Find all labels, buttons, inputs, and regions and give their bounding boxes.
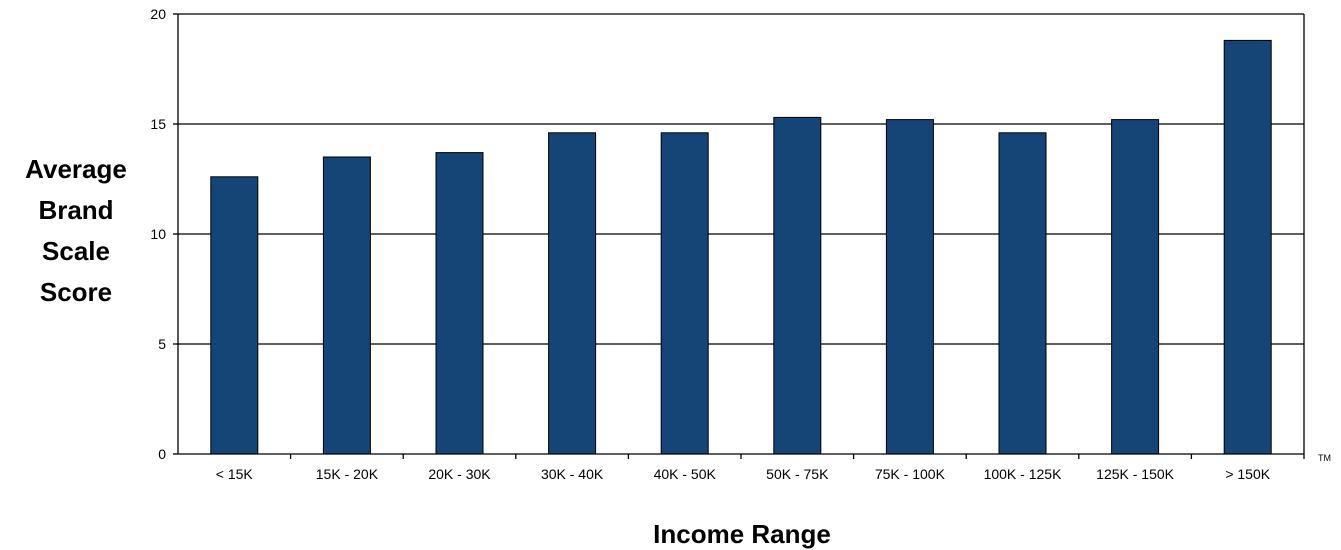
y-axis-label-line: Brand [38, 195, 113, 225]
bar-3 [548, 132, 597, 455]
trademark-mark: TM [1318, 453, 1331, 463]
bar-9 [1223, 39, 1272, 455]
bars [210, 39, 1272, 455]
y-tick-label: 5 [158, 336, 166, 352]
x-tick-label: 125K - 150K [1096, 466, 1174, 482]
y-tick-labels: 0 5 10 15 20 [150, 6, 166, 462]
y-axis-label-line: Scale [42, 236, 110, 266]
bar-5 [773, 116, 822, 455]
x-tick-label: 20K - 30K [428, 466, 491, 482]
x-tick-label: 40K - 50K [654, 466, 717, 482]
x-tick-label: 30K - 40K [541, 466, 604, 482]
x-tick-label: 100K - 125K [984, 466, 1062, 482]
y-axis-label-line: Score [40, 277, 112, 307]
y-tick-label: 20 [150, 6, 166, 22]
x-tick-label: > 150K [1225, 466, 1270, 482]
bar-7 [998, 132, 1047, 455]
x-tick-label: 15K - 20K [316, 466, 379, 482]
x-axis-label: Income Range [653, 519, 831, 549]
x-tick-label: < 15K [216, 466, 254, 482]
y-axis-label: Average Brand Scale Score [25, 154, 127, 307]
bar-2 [435, 152, 484, 455]
plot-frame [177, 13, 1305, 455]
bar-8 [1111, 119, 1160, 455]
y-tick-label: 0 [158, 446, 166, 462]
bar-4 [660, 132, 709, 455]
x-tick-label: 75K - 100K [875, 466, 946, 482]
y-tick-label: 10 [150, 226, 166, 242]
y-tick-label: 15 [150, 116, 166, 132]
y-axis-label-line: Average [25, 154, 127, 184]
bar-0 [210, 176, 259, 455]
bar-6 [885, 119, 934, 455]
x-tick-label: 50K - 75K [766, 466, 829, 482]
bar-1 [322, 156, 371, 455]
x-tick-labels: < 15K 15K - 20K 20K - 30K 30K - 40K 40K - 50… [216, 466, 1271, 482]
